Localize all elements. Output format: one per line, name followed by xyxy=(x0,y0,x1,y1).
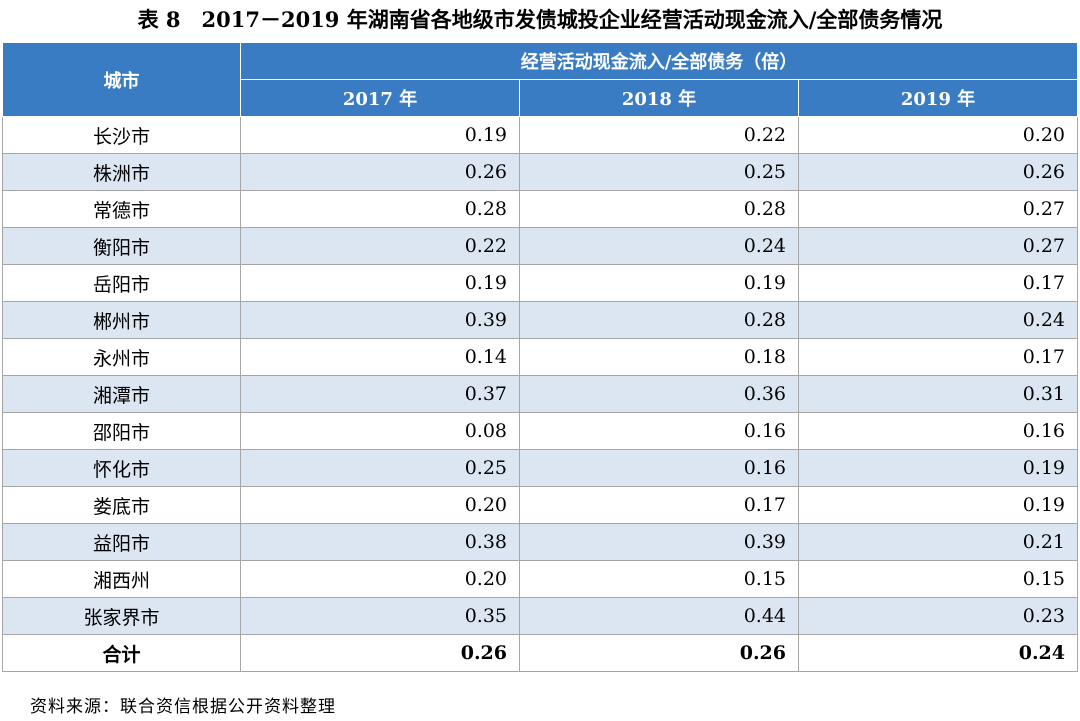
value-cell: 0.14 xyxy=(240,338,520,376)
value-cell: 0.15 xyxy=(519,560,799,598)
value-cell: 0.26 xyxy=(240,153,520,191)
table-row: 永州市 0.14 0.18 0.17 xyxy=(2,338,1078,376)
value-cell: 0.38 xyxy=(240,523,520,561)
value-cell: 0.19 xyxy=(798,449,1078,487)
value-cell: 0.15 xyxy=(798,560,1078,598)
table-row: 郴州市 0.39 0.28 0.24 xyxy=(2,301,1078,339)
table-row: 长沙市 0.19 0.22 0.20 xyxy=(2,116,1078,154)
header-year: 2018 年 xyxy=(519,79,799,117)
value-cell: 0.19 xyxy=(240,264,520,302)
value-cell: 0.19 xyxy=(798,486,1078,524)
value-cell: 0.18 xyxy=(519,338,799,376)
city-cell: 湘西州 xyxy=(2,560,241,598)
value-cell: 0.35 xyxy=(240,597,520,635)
table-row: 湘潭市 0.37 0.36 0.31 xyxy=(2,375,1078,413)
value-cell: 0.20 xyxy=(798,116,1078,154)
value-cell: 0.17 xyxy=(798,264,1078,302)
city-cell: 永州市 xyxy=(2,338,241,376)
header-year: 2017 年 xyxy=(240,79,520,117)
value-cell: 0.27 xyxy=(798,227,1078,265)
value-cell: 0.08 xyxy=(240,412,520,450)
table-row: 湘西州 0.20 0.15 0.15 xyxy=(2,560,1078,598)
table-row: 衡阳市 0.22 0.24 0.27 xyxy=(2,227,1078,265)
value-cell: 0.16 xyxy=(519,412,799,450)
value-cell: 0.19 xyxy=(240,116,520,154)
value-cell: 0.24 xyxy=(798,634,1078,672)
value-cell: 0.22 xyxy=(240,227,520,265)
value-cell: 0.19 xyxy=(519,264,799,302)
value-cell: 0.16 xyxy=(798,412,1078,450)
table-row: 常德市 0.28 0.28 0.27 xyxy=(2,190,1078,228)
value-cell: 0.22 xyxy=(519,116,799,154)
city-cell: 合计 xyxy=(2,634,241,672)
city-cell: 邵阳市 xyxy=(2,412,241,450)
table-row: 娄底市 0.20 0.17 0.19 xyxy=(2,486,1078,524)
table-row: 张家界市 0.35 0.44 0.23 xyxy=(2,597,1078,635)
header-year: 2019 年 xyxy=(798,79,1078,117)
value-cell: 0.23 xyxy=(798,597,1078,635)
city-cell: 岳阳市 xyxy=(2,264,241,302)
value-cell: 0.17 xyxy=(519,486,799,524)
value-cell: 0.37 xyxy=(240,375,520,413)
city-cell: 张家界市 xyxy=(2,597,241,635)
data-table: 城市 经营活动现金流入/全部债务（倍） 2017 年 2018 年 2019 年 长… xyxy=(2,42,1078,672)
header-city: 城市 xyxy=(2,42,241,117)
value-cell: 0.36 xyxy=(519,375,799,413)
table-title: 表 8 2017－2019 年湖南省各地级市发债城投企业经营活动现金流入/全部债… xyxy=(137,7,943,32)
value-cell: 0.28 xyxy=(240,190,520,228)
value-cell: 0.39 xyxy=(519,523,799,561)
value-cell: 0.20 xyxy=(240,560,520,598)
value-cell: 0.20 xyxy=(240,486,520,524)
city-cell: 益阳市 xyxy=(2,523,241,561)
value-cell: 0.17 xyxy=(798,338,1078,376)
value-cell: 0.25 xyxy=(519,153,799,191)
value-cell: 0.31 xyxy=(798,375,1078,413)
table-row: 益阳市 0.38 0.39 0.21 xyxy=(2,523,1078,561)
city-cell: 常德市 xyxy=(2,190,241,228)
value-cell: 0.39 xyxy=(240,301,520,339)
value-cell: 0.28 xyxy=(519,190,799,228)
city-cell: 娄底市 xyxy=(2,486,241,524)
table-row: 合计 0.26 0.26 0.24 xyxy=(2,634,1078,672)
value-cell: 0.24 xyxy=(519,227,799,265)
table-row: 株洲市 0.26 0.25 0.26 xyxy=(2,153,1078,191)
city-cell: 郴州市 xyxy=(2,301,241,339)
source-note: 资料来源：联合资信根据公开资料整理 xyxy=(30,697,336,717)
value-cell: 0.27 xyxy=(798,190,1078,228)
value-cell: 0.26 xyxy=(240,634,520,672)
city-cell: 湘潭市 xyxy=(2,375,241,413)
table-row: 怀化市 0.25 0.16 0.19 xyxy=(2,449,1078,487)
value-cell: 0.28 xyxy=(519,301,799,339)
value-cell: 0.44 xyxy=(519,597,799,635)
value-cell: 0.26 xyxy=(519,634,799,672)
city-cell: 长沙市 xyxy=(2,116,241,154)
city-cell: 株洲市 xyxy=(2,153,241,191)
value-cell: 0.21 xyxy=(798,523,1078,561)
table-row: 邵阳市 0.08 0.16 0.16 xyxy=(2,412,1078,450)
table-row: 岳阳市 0.19 0.19 0.17 xyxy=(2,264,1078,302)
value-cell: 0.25 xyxy=(240,449,520,487)
city-cell: 衡阳市 xyxy=(2,227,241,265)
header-group: 经营活动现金流入/全部债务（倍） xyxy=(240,42,1078,80)
value-cell: 0.16 xyxy=(519,449,799,487)
value-cell: 0.26 xyxy=(798,153,1078,191)
city-cell: 怀化市 xyxy=(2,449,241,487)
value-cell: 0.24 xyxy=(798,301,1078,339)
